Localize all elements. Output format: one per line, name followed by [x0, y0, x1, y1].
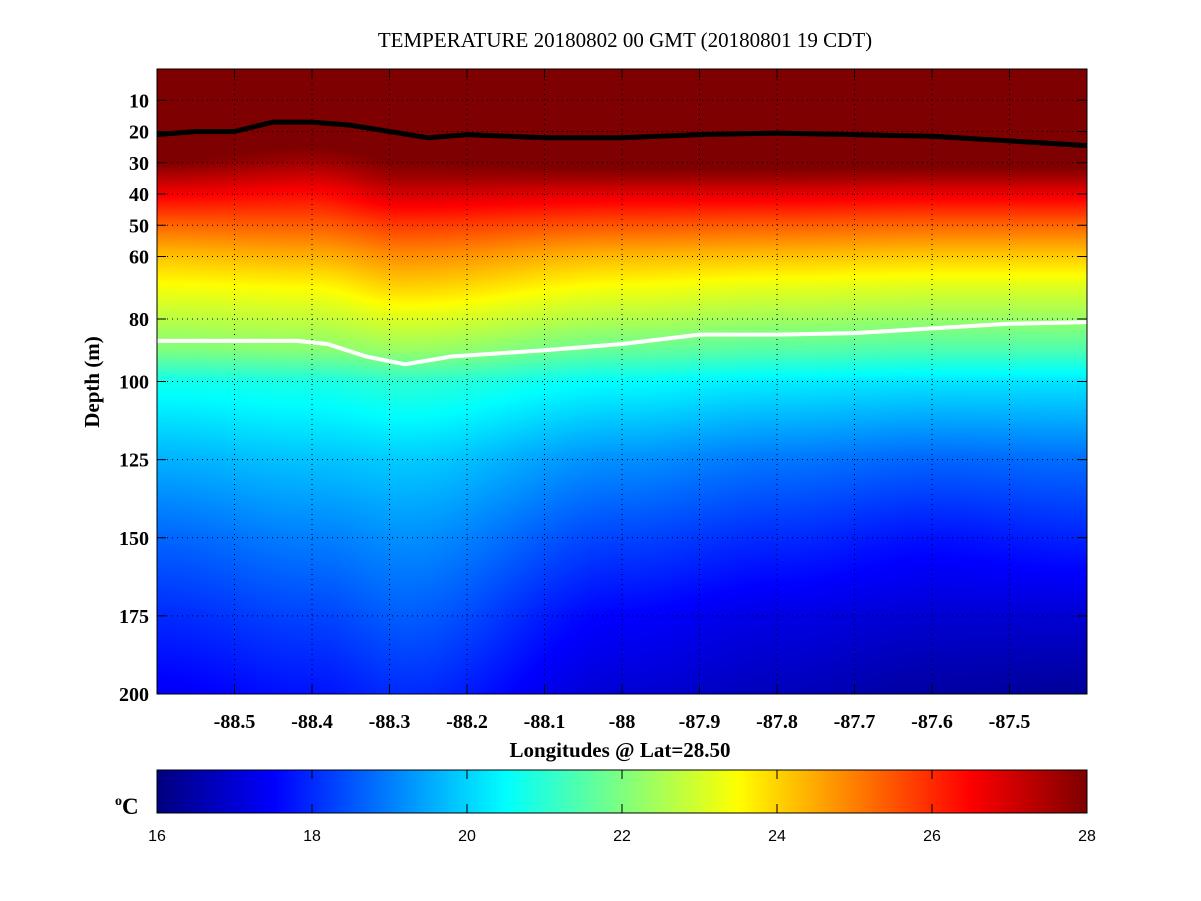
y-tick-label: 20: [129, 122, 149, 144]
white-contour: [157, 320, 1088, 367]
y-tick-label: 100: [119, 372, 149, 394]
x-tick-label: -88.4: [291, 711, 333, 733]
y-tick-label: 10: [129, 90, 149, 112]
x-tick-label: -87.6: [911, 711, 953, 733]
x-tick-label: -88.3: [369, 711, 411, 733]
y-tick-label: 40: [129, 184, 149, 206]
y-tick-label: 60: [129, 247, 149, 269]
grid-lines: [157, 69, 1087, 695]
chart-title: TEMPERATURE 20180802 00 GMT (20180801 19…: [378, 28, 872, 52]
contour-lines: [156, 119, 1088, 367]
y-tick-label: 200: [119, 684, 149, 706]
colorbar-tick-label: 26: [923, 828, 941, 845]
x-axis: -88.5 -88.4 -88.3 -88.2 -88.1 -88 -87.9 -87.8 -8…: [214, 69, 1031, 733]
colorbar-tick-label: 24: [768, 828, 786, 845]
x-tick-label: -87.8: [756, 711, 798, 733]
y-tick-label: 175: [119, 606, 149, 628]
celsius-letter: C: [122, 794, 139, 819]
x-tick-label: -88.1: [524, 711, 566, 733]
x-tick-label: -87.9: [679, 711, 721, 733]
y-tick-label: 30: [129, 153, 149, 175]
colorbar-tick-label: 20: [458, 828, 476, 845]
x-axis-label: Longitudes @ Lat=28.50: [509, 738, 730, 762]
colorbar-tick-label: 22: [613, 828, 631, 845]
y-axis-label: Depth (m): [80, 336, 104, 428]
degree-superscript: o: [115, 794, 122, 809]
x-tick-label: -88.2: [446, 711, 488, 733]
x-tick-label: -87.7: [834, 711, 876, 733]
colorbar-tick-label: 16: [148, 828, 166, 845]
colorbar-ticks: 16 18 20 22 24 26 28: [148, 770, 1096, 845]
y-tick-label: 125: [119, 450, 149, 472]
black-contour: [156, 119, 1088, 149]
y-tick-label: 150: [119, 528, 149, 550]
x-tick-label: -88: [609, 711, 636, 733]
y-tick-label: 50: [129, 215, 149, 237]
colorbar-tick-label: 28: [1078, 828, 1096, 845]
colorbar-tick-label: 18: [303, 828, 321, 845]
x-tick-label: -87.5: [989, 711, 1031, 733]
y-tick-label: 80: [129, 309, 149, 331]
x-tick-label: -88.5: [214, 711, 256, 733]
colorbar-unit-label: oC: [115, 794, 139, 819]
y-axis: 10 20 30 40 50 60 80 100 125 150 175 200: [119, 90, 1087, 706]
